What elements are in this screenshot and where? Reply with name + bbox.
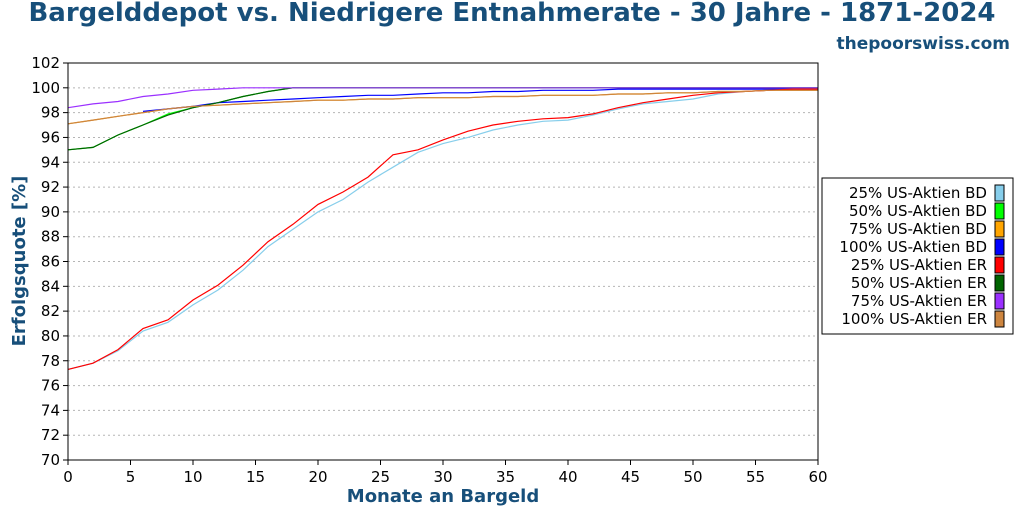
x-tick-label: 35 <box>496 468 515 486</box>
y-tick-label: 78 <box>41 352 60 370</box>
y-tick-label: 76 <box>41 377 60 395</box>
legend-swatch <box>994 184 1005 202</box>
y-axis-label: Erfolgsquote [%] <box>9 176 30 347</box>
legend-swatch <box>994 274 1005 292</box>
x-tick-label: 10 <box>183 468 202 486</box>
legend-swatch <box>994 238 1005 256</box>
x-tick-label: 0 <box>63 468 73 486</box>
grid-lines <box>68 62 818 461</box>
x-tick-label: 45 <box>621 468 640 486</box>
y-tick-label: 86 <box>41 253 60 271</box>
y-tick-label: 94 <box>41 153 60 171</box>
y-tick-label: 88 <box>41 228 60 246</box>
legend-swatch <box>994 220 1005 238</box>
x-axis-ticks: 0 5 10 15 20 25 30 35 40 45 50 55 60 <box>63 460 828 486</box>
x-tick-label: 55 <box>746 468 765 486</box>
legend-label: 75% US-Aktien BD <box>849 220 987 238</box>
x-tick-label: 25 <box>371 468 390 486</box>
legend-label: 100% US-Aktien BD <box>839 238 987 256</box>
legend-swatch <box>994 202 1005 220</box>
y-tick-label: 98 <box>41 104 60 122</box>
legend-label: 75% US-Aktien ER <box>851 292 987 310</box>
legend-label: 25% US-Aktien BD <box>849 184 987 202</box>
series-line-5 <box>67 88 818 370</box>
source-label: thepoorswiss.com <box>836 34 1011 54</box>
y-tick-label: 92 <box>41 178 60 196</box>
x-tick-label: 40 <box>558 468 577 486</box>
y-tick-label: 90 <box>41 203 60 221</box>
y-tick-label: 96 <box>41 128 60 146</box>
legend-swatch <box>994 310 1005 328</box>
y-tick-label: 72 <box>41 426 60 444</box>
x-tick-label: 5 <box>126 468 136 486</box>
chart-title: Bargelddepot vs. Niedrigere Entnahmerate… <box>28 0 996 28</box>
series-lines <box>67 87 818 370</box>
legend-box <box>821 177 1014 335</box>
y-tick-label: 80 <box>41 327 60 345</box>
legend-label: 25% US-Aktien ER <box>851 256 987 274</box>
x-tick-label: 60 <box>808 468 827 486</box>
x-tick-label: 30 <box>433 468 452 486</box>
x-tick-label: 50 <box>683 468 702 486</box>
x-axis-label: Monate an Bargeld <box>347 486 539 507</box>
x-tick-label: 15 <box>246 468 265 486</box>
legend-label: 50% US-Aktien ER <box>851 274 987 292</box>
x-tick-label: 20 <box>308 468 327 486</box>
y-tick-label: 84 <box>41 277 60 295</box>
y-tick-label: 70 <box>41 451 60 469</box>
series-line-1 <box>67 88 818 370</box>
series-line-4 <box>142 88 818 112</box>
legend-label: 50% US-Aktien BD <box>849 202 987 220</box>
series-line-8 <box>67 89 818 125</box>
series-line-7 <box>67 87 818 109</box>
y-tick-label: 82 <box>41 302 60 320</box>
y-axis-ticks: 70 72 74 76 78 80 82 84 86 88 90 92 94 96 98 100 102 <box>31 54 68 469</box>
legend-swatch <box>994 292 1005 310</box>
legend-swatch <box>994 256 1005 274</box>
y-tick-label: 74 <box>41 401 60 419</box>
legend-label: 100% US-Aktien ER <box>841 310 987 328</box>
y-tick-label: 102 <box>31 54 60 72</box>
y-tick-label: 100 <box>31 79 60 97</box>
